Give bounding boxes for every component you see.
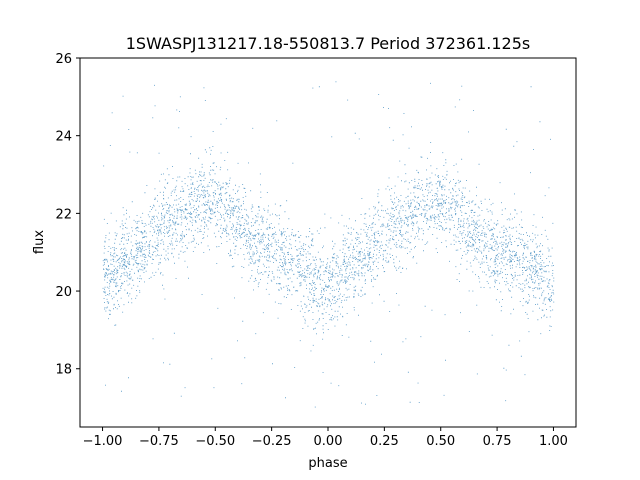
x-tick-label: −0.50 — [195, 434, 235, 449]
chart-title: 1SWASPJ131217.18-550813.7 Period 372361.… — [126, 34, 531, 53]
y-axis-ticks: 18 20 22 24 26 — [55, 52, 80, 378]
x-tick-label: −1.00 — [83, 434, 123, 449]
scatter-points — [102, 81, 555, 408]
x-tick-label: 1.00 — [539, 434, 568, 449]
x-tick-label: −0.25 — [252, 434, 292, 449]
y-tick-label: 22 — [55, 207, 72, 222]
y-tick-label: 26 — [55, 52, 72, 67]
y-tick-label: 20 — [55, 285, 72, 300]
x-tick-label: 0.00 — [314, 434, 343, 449]
x-axis-label: phase — [308, 456, 347, 471]
x-axis-ticks: −1.00 −0.75 −0.50 −0.25 0.00 0.25 0.50 0.75 1.00 — [83, 427, 568, 449]
y-axis-label: flux — [32, 230, 47, 254]
y-tick-label: 24 — [55, 130, 72, 145]
x-tick-label: 0.75 — [483, 434, 512, 449]
y-tick-label: 18 — [55, 363, 72, 378]
x-tick-label: −0.75 — [139, 434, 179, 449]
x-tick-label: 0.25 — [370, 434, 399, 449]
scatter-point-cloud — [102, 81, 555, 408]
x-tick-label: 0.50 — [426, 434, 455, 449]
